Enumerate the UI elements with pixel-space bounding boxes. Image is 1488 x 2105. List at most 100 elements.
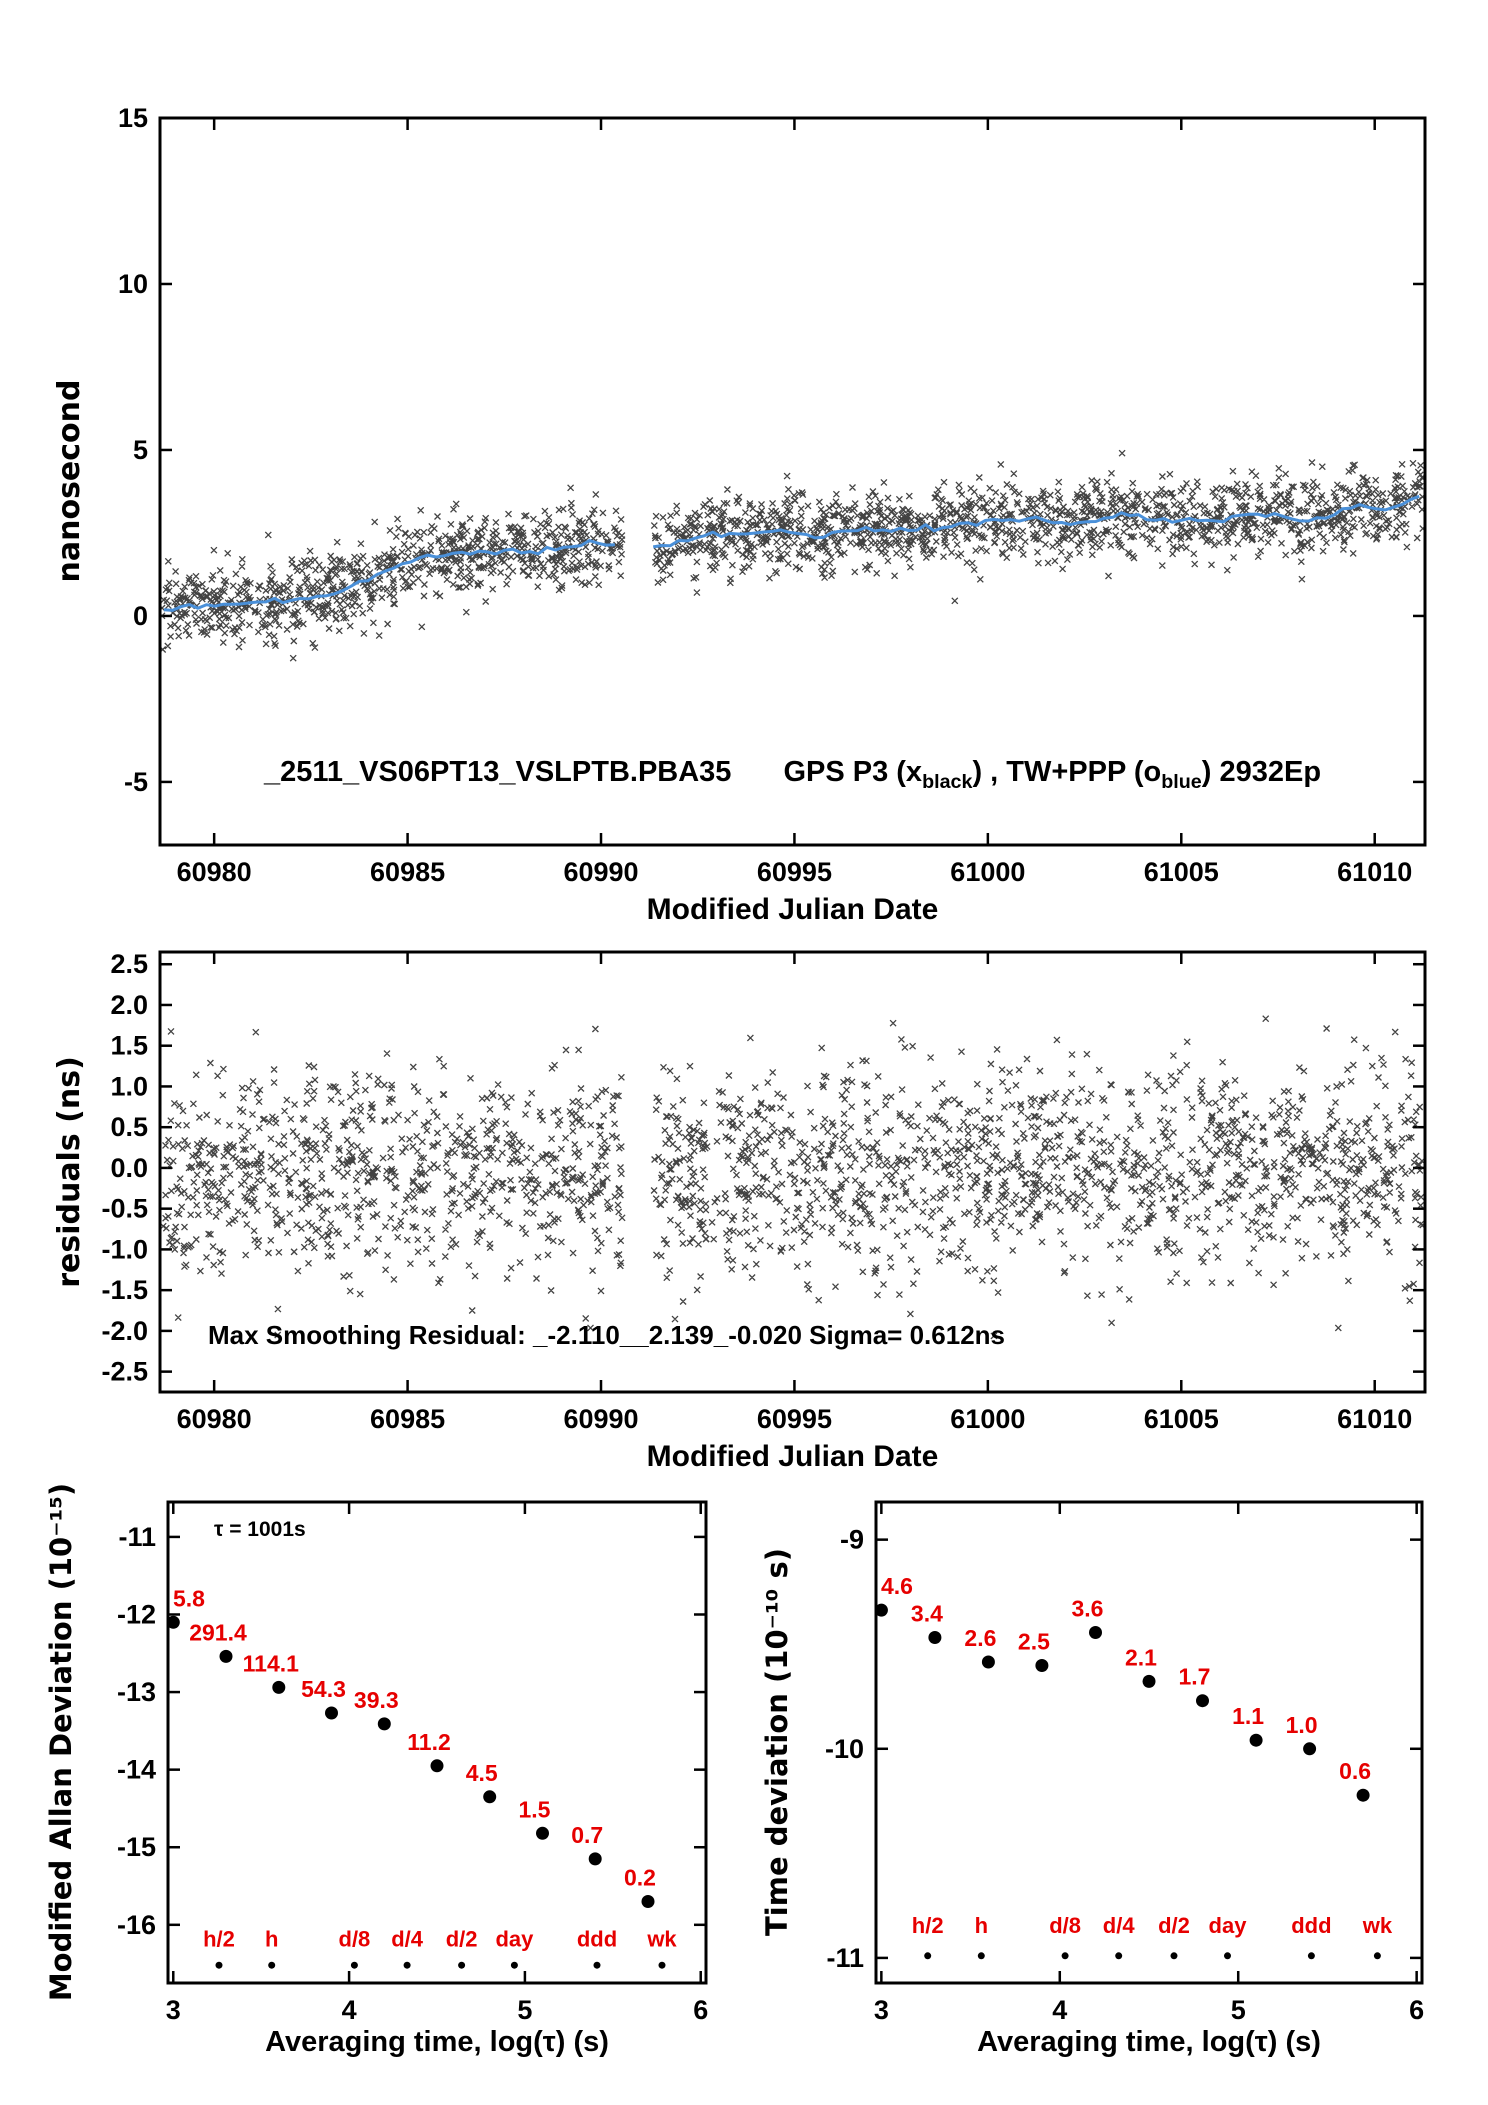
svg-text:60985: 60985 [370, 857, 445, 887]
svg-text:wk: wk [646, 1927, 677, 1952]
axes-box [874, 1500, 1424, 1985]
deviation-point [166, 1615, 180, 1629]
svg-text:6: 6 [1409, 1995, 1424, 2025]
svg-text:0.7: 0.7 [571, 1822, 603, 1848]
svg-text:0.0: 0.0 [110, 1153, 148, 1183]
svg-text:2.5: 2.5 [1018, 1629, 1050, 1655]
deviation-point [377, 1717, 391, 1731]
svg-text:4: 4 [342, 1995, 357, 2025]
svg-text:-1.5: -1.5 [101, 1275, 148, 1305]
deviation-point [483, 1790, 497, 1804]
axes-box [158, 950, 1427, 1394]
svg-text:114.1: 114.1 [243, 1650, 299, 1676]
svg-text:60985: 60985 [370, 1404, 445, 1434]
svg-text:1.7: 1.7 [1179, 1664, 1211, 1690]
deviation-point [1196, 1694, 1209, 1708]
svg-text:-0.5: -0.5 [101, 1194, 148, 1224]
svg-text:61005: 61005 [1144, 1404, 1219, 1434]
svg-text:-13: -13 [117, 1677, 156, 1707]
svg-text:5: 5 [133, 435, 148, 465]
deviation-point [1035, 1659, 1049, 1672]
svg-text:ddd: ddd [577, 1927, 617, 1952]
tau-reference-dot [1307, 1952, 1315, 1960]
axes-box [158, 116, 1427, 847]
svg-text:5.8: 5.8 [173, 1585, 205, 1611]
svg-text:61000: 61000 [950, 857, 1025, 887]
scatter-markers [159, 1015, 1427, 1340]
gps-sub: black [922, 770, 973, 793]
gps-label: GPS P3 (x [783, 756, 923, 788]
svg-text:61000: 61000 [950, 1404, 1025, 1434]
deviation-point [981, 1655, 995, 1669]
svg-text:0: 0 [133, 601, 148, 631]
tdev-plot: 3 4 5 6 -11 -10 -9 4.63.4 2.6 2.5 3.6 2.1 1.7 1.1 1.0 0… [825, 1500, 1424, 2025]
tau-reference-dot [458, 1961, 466, 1969]
svg-text:54.3: 54.3 [301, 1676, 346, 1702]
svg-text:0.2: 0.2 [624, 1865, 656, 1891]
svg-text:-5: -5 [124, 767, 148, 797]
svg-text:2.1: 2.1 [1125, 1644, 1157, 1670]
svg-text:d/2: d/2 [1158, 1913, 1190, 1938]
svg-text:-12: -12 [117, 1599, 156, 1629]
mdev-xlabel: Averaging time, log(τ) (s) [265, 2026, 609, 2058]
svg-text:d/2: d/2 [446, 1927, 478, 1952]
svg-text:1.1: 1.1 [1232, 1703, 1264, 1729]
svg-text:5: 5 [517, 1995, 532, 2025]
svg-text:60980: 60980 [177, 1404, 252, 1434]
svg-text:-11: -11 [826, 1943, 864, 1973]
svg-text:d/4: d/4 [391, 1927, 424, 1952]
tdev-ylabel: Time deviation (10⁻¹⁰ s) [760, 1548, 794, 1936]
svg-text:60990: 60990 [563, 857, 638, 887]
panel1-mjd-plot: 60980 60985 60990 60995 61000 61005 61010 -5 0 5 1… [118, 103, 1427, 887]
svg-text:60990: 60990 [563, 1404, 638, 1434]
tau-reference-dot [350, 1961, 358, 1969]
svg-text:h/2: h/2 [203, 1927, 235, 1952]
panel2-residuals-plot: 60980 60985 60990 60995 61000 61005 61010 -2.5 -… [101, 949, 1427, 1434]
svg-text:h: h [265, 1927, 278, 1952]
tau-reference-dot [215, 1961, 223, 1969]
svg-text:4.5: 4.5 [466, 1760, 498, 1786]
svg-text:h: h [975, 1913, 988, 1938]
svg-text:ddd: ddd [1291, 1913, 1331, 1938]
deviation-point [1249, 1733, 1263, 1747]
svg-text:10: 10 [118, 269, 148, 299]
tau-reference-dot [268, 1961, 276, 1969]
deviation-point [1356, 1788, 1370, 1802]
svg-text:-9: -9 [840, 1525, 864, 1555]
svg-text:day: day [1209, 1913, 1248, 1938]
svg-text:60980: 60980 [177, 857, 252, 887]
deviation-point [1303, 1742, 1317, 1756]
svg-text:d/8: d/8 [1049, 1913, 1081, 1938]
svg-text:60995: 60995 [757, 857, 832, 887]
svg-text:-10: -10 [825, 1734, 864, 1764]
svg-text:0.5: 0.5 [110, 1112, 148, 1142]
svg-text:61010: 61010 [1337, 1404, 1412, 1434]
svg-text:d/4: d/4 [1103, 1913, 1136, 1938]
svg-text:1.5: 1.5 [110, 1031, 148, 1061]
epoch-count: ) 2932Ep [1201, 756, 1322, 788]
svg-text:2.0: 2.0 [110, 990, 148, 1020]
svg-text:291.4: 291.4 [189, 1619, 247, 1645]
svg-text:3: 3 [874, 1995, 889, 2025]
svg-text:11.2: 11.2 [407, 1729, 451, 1755]
deviation-point [325, 1706, 338, 1720]
scatter-markers [158, 449, 1427, 662]
mdev-plot: 3 4 5 6 -16 -15 -14 -13 -12 -11 5.8 291.4 114.154.3 3… [117, 1500, 708, 2025]
svg-text:2.6: 2.6 [964, 1625, 996, 1651]
svg-text:wk: wk [1362, 1913, 1393, 1938]
dataset-id: _2511_VS06PT13_VSLPTB.PBA35 [263, 756, 732, 788]
tau-reference-dot [1115, 1952, 1123, 1960]
tdev-xlabel: Averaging time, log(τ) (s) [977, 2026, 1321, 2058]
panel1-ylabel: nanosecond [52, 379, 87, 583]
deviation-point [219, 1649, 233, 1663]
deviation-point [641, 1895, 655, 1908]
svg-text:5: 5 [1231, 1995, 1246, 2025]
deviation-point [588, 1852, 602, 1866]
svg-text:1.5: 1.5 [519, 1796, 551, 1822]
svg-text:4: 4 [1052, 1995, 1067, 2025]
tau-reference-dot [977, 1952, 985, 1960]
svg-text:3.4: 3.4 [911, 1601, 943, 1627]
tau-reference-dot [593, 1961, 601, 1969]
